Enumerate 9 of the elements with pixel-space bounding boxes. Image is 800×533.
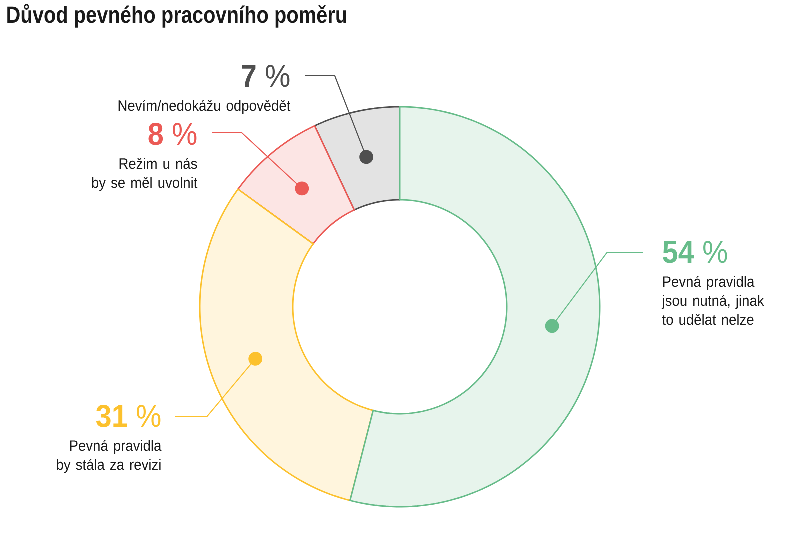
data-label: 31 % <box>96 405 161 428</box>
chart-title: Důvod pevného pracovního poměru <box>8 4 346 28</box>
slice-label: Pevná pravidla by stála za revizi <box>57 440 162 474</box>
data-label: 54 % <box>663 241 728 264</box>
slice-label: Pevná pravidla jsou nutná, jinak to udělat nelze <box>662 276 764 326</box>
data-label: 7 % <box>242 65 290 88</box>
data-label: 8 % <box>148 123 197 146</box>
slice-label: Nevím/nedokážu odpovědět <box>118 100 291 114</box>
slice-label: Režim u nás by se měl uvolnit <box>92 158 198 192</box>
